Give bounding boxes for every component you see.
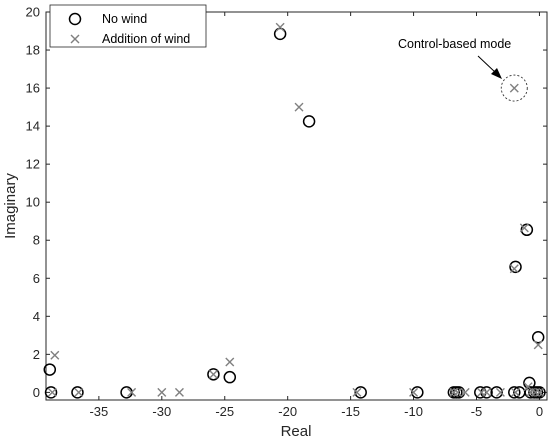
y-tick-label: 12: [26, 157, 40, 172]
y-tick-label: 20: [26, 5, 40, 20]
no-wind-point: [302, 115, 316, 128]
no-wind-point: [520, 223, 534, 237]
x-tick-label: -30: [152, 404, 171, 419]
addition-of-wind-point: [352, 387, 362, 397]
addition-of-wind-point: [275, 22, 285, 32]
addition-of-wind-point: [208, 369, 218, 379]
addition-of-wind-point: [509, 264, 519, 274]
no-wind-point: [223, 370, 237, 384]
addition-of-wind-point: [409, 387, 419, 397]
no-wind-point: [490, 386, 503, 399]
addition-of-wind-point: [531, 387, 541, 397]
addition-of-wind-point: [74, 387, 84, 397]
no-wind-point: [71, 386, 84, 399]
addition-of-wind-point: [511, 387, 521, 397]
y-tick-label: 16: [26, 81, 40, 96]
plot-frame: [45, 11, 548, 401]
x-tick-label: 0: [536, 404, 543, 419]
addition-of-wind-point: [533, 340, 543, 350]
addition-of-wind-point: [453, 387, 463, 397]
annotation: Control-based mode: [398, 37, 528, 102]
addition-of-wind-point: [523, 382, 533, 392]
addition-of-wind-point: [50, 350, 60, 360]
y-tick-label: 6: [33, 271, 40, 286]
no-wind-point: [354, 386, 367, 399]
x-tick-label: -15: [341, 404, 360, 419]
addition-of-wind-point: [482, 387, 492, 397]
y-tick-label: 2: [33, 347, 40, 362]
no-wind-point: [474, 386, 487, 399]
no-wind-point: [43, 363, 57, 376]
legend-x-marker: [70, 34, 80, 44]
y-tick-label: 10: [26, 195, 40, 210]
no-wind-point: [509, 260, 522, 274]
x-tick-label: -10: [404, 404, 423, 419]
x-tick-label: -35: [89, 404, 108, 419]
no-wind-point: [450, 386, 463, 399]
x-axis-label: Real: [281, 423, 312, 440]
legend-label-addition-of-wind: Addition of wind: [102, 32, 190, 46]
no-wind-point: [530, 386, 544, 399]
addition-of-wind-point: [534, 387, 544, 397]
y-tick-label: 18: [26, 43, 40, 58]
no-wind-point: [120, 386, 133, 399]
annotation-highlight-circle: [500, 74, 528, 102]
y-tick-label: 0: [33, 385, 40, 400]
axis-ticks: -35 -30 -25 -20 -15 -10 -5 0 0 2 4 6 8 10 12 14 16 18 20: [26, 5, 547, 419]
addition-of-wind-point: [495, 387, 505, 397]
addition-of-wind-point: [157, 387, 167, 397]
addition-of-wind-point: [127, 387, 137, 397]
legend-circle-marker: [68, 12, 82, 26]
addition-of-wind-point: [174, 387, 184, 397]
addition-of-wind-point: [294, 102, 304, 112]
no-wind-point: [273, 27, 287, 41]
addition-of-wind-point: [509, 83, 519, 93]
x-tick-label: -5: [471, 404, 483, 419]
y-tick-label: 4: [33, 309, 40, 324]
x-tick-label: -20: [278, 404, 297, 419]
no-wind-point: [508, 386, 521, 399]
annotation-text: Control-based mode: [398, 37, 511, 51]
no-wind-point: [531, 330, 545, 344]
data-markers: [43, 22, 546, 399]
legend: No wind Addition of wind: [49, 4, 207, 48]
addition-of-wind-point: [449, 387, 459, 397]
y-tick-label: 14: [26, 119, 40, 134]
no-wind-point: [207, 368, 220, 381]
addition-of-wind-point: [519, 223, 529, 233]
no-wind-point: [533, 386, 546, 399]
y-axis-label: Imaginary: [2, 173, 19, 239]
addition-of-wind-point: [225, 357, 235, 367]
no-wind-point: [44, 386, 58, 399]
x-tick-label: -25: [215, 404, 234, 419]
legend-label-no-wind: No wind: [102, 12, 147, 26]
y-tick-label: 8: [33, 233, 40, 248]
annotation-arrowhead: [491, 68, 502, 79]
annotation-arrow-shaft: [477, 55, 497, 74]
no-wind-point: [411, 386, 424, 399]
addition-of-wind-point: [460, 387, 470, 397]
addition-of-wind-point: [47, 387, 57, 397]
